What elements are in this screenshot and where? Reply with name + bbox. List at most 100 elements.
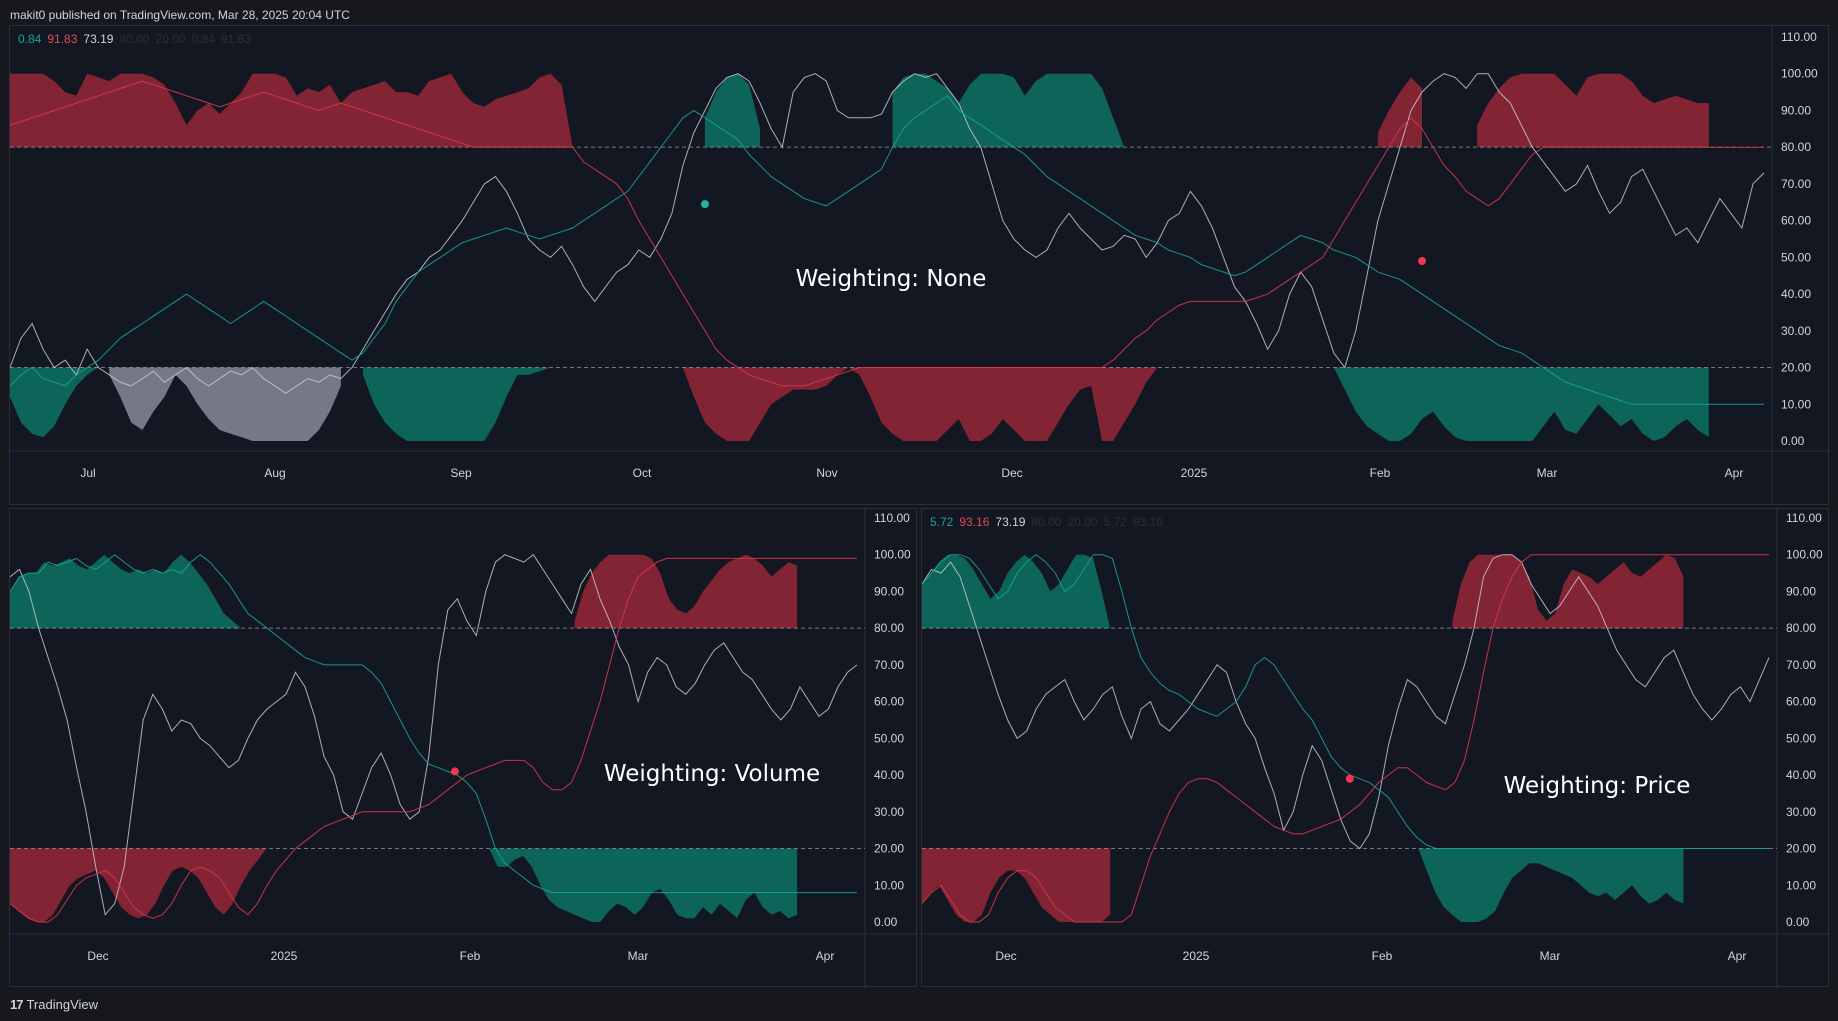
legend-value: 93.16 (1132, 515, 1163, 529)
x-tick-label: Dec (995, 949, 1016, 963)
series-line-red (922, 554, 1769, 923)
y-tick-label: 30.00 (1786, 805, 1816, 819)
y-tick-label: 50.00 (874, 731, 904, 745)
series-line-red (10, 557, 857, 923)
cross-marker-0 (1345, 774, 1354, 783)
y-tick-label: 10.00 (1786, 878, 1816, 892)
published-text: makit0 published on TradingView.com, Mar… (10, 8, 350, 22)
y-tick-label: 30.00 (1781, 324, 1811, 338)
y-tick-label: 70.00 (874, 658, 904, 672)
x-tick-label: Oct (633, 466, 652, 480)
y-tick-label: 100.00 (1781, 67, 1818, 81)
y-tick-label: 90.00 (1781, 103, 1811, 117)
legend-value: 0.84 (191, 32, 215, 46)
legend-value: 5.72 (930, 515, 954, 529)
chart-panel-bottom-left[interactable]: 110.00 100.00 90.00 80.00 70.00 60.00 50.00 40.… (9, 508, 918, 988)
lower-band-segment-3 (682, 367, 1158, 441)
publisher-header: makit0 published on TradingView.com, Mar… (10, 4, 350, 26)
y-tick-label: 0.00 (1786, 915, 1810, 929)
legend-values: 5.72 93.16 73.19 80.00 20.00 5.72 93.16 (930, 515, 1169, 529)
legend-value: 20.00 (1067, 515, 1098, 529)
weighting-annotation: Weighting: Price (1504, 773, 1691, 799)
upper-band-segment-3 (1377, 77, 1422, 148)
x-tick-label: Mar (1540, 949, 1561, 963)
y-tick-label: 60.00 (1781, 214, 1811, 228)
y-tick-label: 100.00 (1786, 548, 1823, 562)
cross-marker-0 (450, 767, 459, 776)
series-line-teal (10, 554, 857, 894)
lower-band-segment-0 (10, 367, 110, 438)
legend-value: 80.00 (119, 32, 150, 46)
y-tick-label: 80.00 (874, 621, 904, 635)
y-tick-label: 40.00 (1781, 287, 1811, 301)
y-tick-label: 90.00 (874, 584, 904, 598)
y-tick-label: 70.00 (1786, 658, 1816, 672)
y-tick-label: 110.00 (1786, 511, 1822, 525)
x-tick-label: Nov (816, 466, 837, 480)
y-tick-label: 100.00 (874, 548, 911, 562)
legend-value: 91.83 (47, 32, 78, 46)
y-tick-label: 50.00 (1786, 731, 1816, 745)
x-tick-label: Aug (264, 466, 285, 480)
lower-band-segment-0 (922, 848, 1111, 922)
x-tick-label: 2025 (1181, 466, 1208, 480)
chart-svg: 110.00 100.00 90.00 80.00 70.00 60.00 50.00 40.… (10, 26, 1830, 506)
legend-value: 73.19 (995, 515, 1026, 529)
x-tick-label: Feb (1370, 466, 1391, 480)
chart-panel-bottom-right[interactable]: 110.00 100.00 90.00 80.00 70.00 60.00 50.00 40.… (921, 508, 1830, 988)
y-tick-label: 60.00 (874, 695, 904, 709)
chart-svg: 110.00 100.00 90.00 80.00 70.00 60.00 50.00 40.… (922, 509, 1830, 988)
x-tick-label: 2025 (271, 949, 298, 963)
series-line-red (10, 80, 1764, 387)
y-tick-label: 80.00 (1786, 621, 1816, 635)
tradingview-logo-icon: 17 (10, 996, 24, 1012)
x-tick-label: Feb (460, 949, 481, 963)
y-tick-label: 20.00 (874, 842, 904, 856)
legend-value: 20.00 (155, 32, 186, 46)
x-tick-label: Dec (1001, 466, 1022, 480)
cross-marker-1 (1418, 257, 1427, 266)
y-tick-label: 110.00 (874, 511, 910, 525)
legend-values: 0.84 91.83 73.19 80.00 20.00 0.84 91.83 (18, 32, 257, 46)
weighting-annotation: Weighting: Volume (604, 761, 820, 787)
upper-band-segment-2 (892, 73, 1125, 148)
series-line-teal (10, 95, 1764, 405)
y-tick-label: 10.00 (1781, 397, 1811, 411)
x-tick-label: Apr (816, 949, 835, 963)
series-line-white (10, 73, 1765, 394)
weighting-annotation: Weighting: None (796, 266, 987, 292)
lower-band-segment-4 (1333, 367, 1709, 441)
series-line-white (10, 553, 858, 916)
lower-band-segment-0 (10, 848, 267, 922)
chart-svg: 110.00 100.00 90.00 80.00 70.00 60.00 50.00 40.… (10, 509, 918, 988)
cross-marker-0 (700, 200, 709, 209)
x-tick-label: Jul (80, 466, 95, 480)
upper-band-segment-0 (10, 554, 241, 629)
y-tick-label: 30.00 (874, 805, 904, 819)
legend-value: 73.19 (83, 32, 114, 46)
series-line-teal (922, 554, 1769, 849)
upper-band-segment-0 (10, 73, 573, 148)
y-tick-label: 0.00 (1781, 434, 1805, 448)
upper-band-segment-1 (1452, 554, 1684, 629)
y-tick-label: 0.00 (874, 915, 898, 929)
brand-label: TradingView (26, 996, 99, 1012)
lower-band-segment-1 (1418, 848, 1684, 922)
y-tick-label: 110.00 (1781, 30, 1817, 44)
legend-value: 0.84 (18, 32, 42, 46)
x-tick-label: Mar (1537, 466, 1558, 480)
upper-band-segment-1 (574, 554, 798, 629)
y-tick-label: 40.00 (1786, 768, 1816, 782)
upper-band-segment-0 (922, 554, 1111, 629)
y-tick-label: 90.00 (1786, 584, 1816, 598)
tradingview-footer[interactable]: 17 TradingView (10, 994, 98, 1014)
x-tick-label: Apr (1725, 466, 1744, 480)
upper-band-segment-4 (1477, 73, 1709, 148)
x-tick-label: Sep (450, 466, 472, 480)
upper-band-segment-1 (705, 73, 761, 148)
legend-value: 91.83 (220, 32, 251, 46)
x-tick-label: Dec (87, 949, 108, 963)
y-tick-label: 50.00 (1781, 250, 1811, 264)
x-tick-label: Feb (1372, 949, 1393, 963)
chart-panel-top[interactable]: 110.00 100.00 90.00 80.00 70.00 60.00 50.00 40.… (9, 25, 1830, 506)
